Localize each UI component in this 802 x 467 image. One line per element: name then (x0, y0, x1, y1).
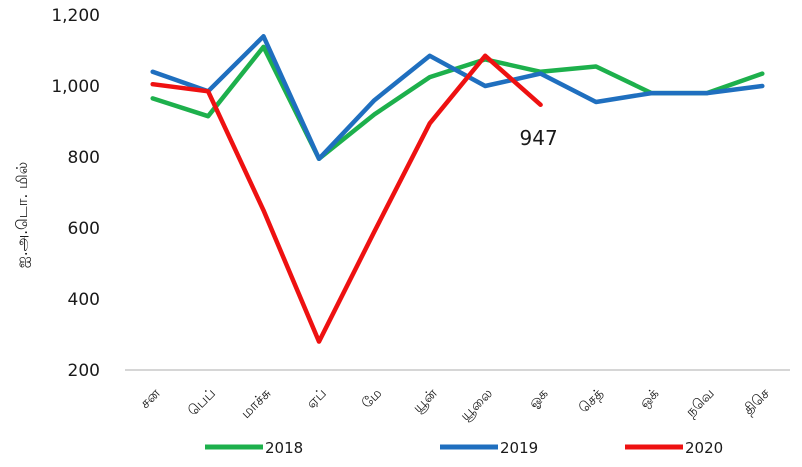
legend-label-2019: 2019 (500, 439, 538, 457)
series-line-2019 (150, 34, 765, 162)
x-tick-label: திசெ (741, 385, 774, 418)
x-tick-label: செத் (576, 386, 607, 417)
y-axis-label: ஐ.அ.டொ. மில் (13, 162, 31, 268)
y-tick-label: 1,000 (51, 77, 100, 97)
y-tick-label: 600 (68, 219, 100, 239)
data-label: 947 (520, 126, 558, 150)
y-tick-label: 400 (68, 290, 100, 310)
x-tick-label: ஓக (526, 385, 552, 411)
series-lines (150, 34, 765, 344)
y-tick-label: 200 (68, 361, 100, 381)
x-tick-label: யூலை (457, 386, 496, 425)
x-tick-label: மாச்சு (238, 386, 274, 422)
x-tick-label: நவெ (683, 386, 718, 421)
x-tick-label: சன (137, 385, 164, 412)
x-tick-label: ஒக் (636, 385, 662, 411)
x-tick-label: ஏப் (303, 386, 329, 412)
series-line-2018 (150, 44, 765, 162)
annotations: 947 (520, 126, 558, 150)
y-tick-label: 1,200 (51, 6, 100, 26)
y-axis-ticks: 200 400 600 800 1,000 1,200 (51, 6, 100, 381)
x-tick-label: மே (359, 386, 385, 412)
x-axis-ticks: சன பெப் மாச்சு ஏப் மே யூன் யூலை ஓக செத் ஒக் நவெ திச… (137, 385, 773, 424)
series-line-2020 (150, 53, 543, 344)
y-tick-label: 800 (68, 148, 100, 168)
x-tick-label: பெப் (185, 386, 219, 420)
legend-label-2020: 2020 (685, 439, 723, 457)
x-tick-label: யூன் (410, 385, 441, 416)
legend-label-2018: 2018 (265, 439, 303, 457)
legend: 2018 2019 2020 (205, 439, 723, 457)
